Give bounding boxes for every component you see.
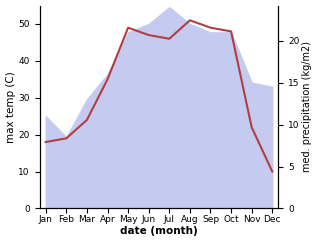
Y-axis label: max temp (C): max temp (C): [5, 71, 16, 143]
Y-axis label: med. precipitation (kg/m2): med. precipitation (kg/m2): [302, 41, 313, 173]
X-axis label: date (month): date (month): [120, 227, 198, 236]
